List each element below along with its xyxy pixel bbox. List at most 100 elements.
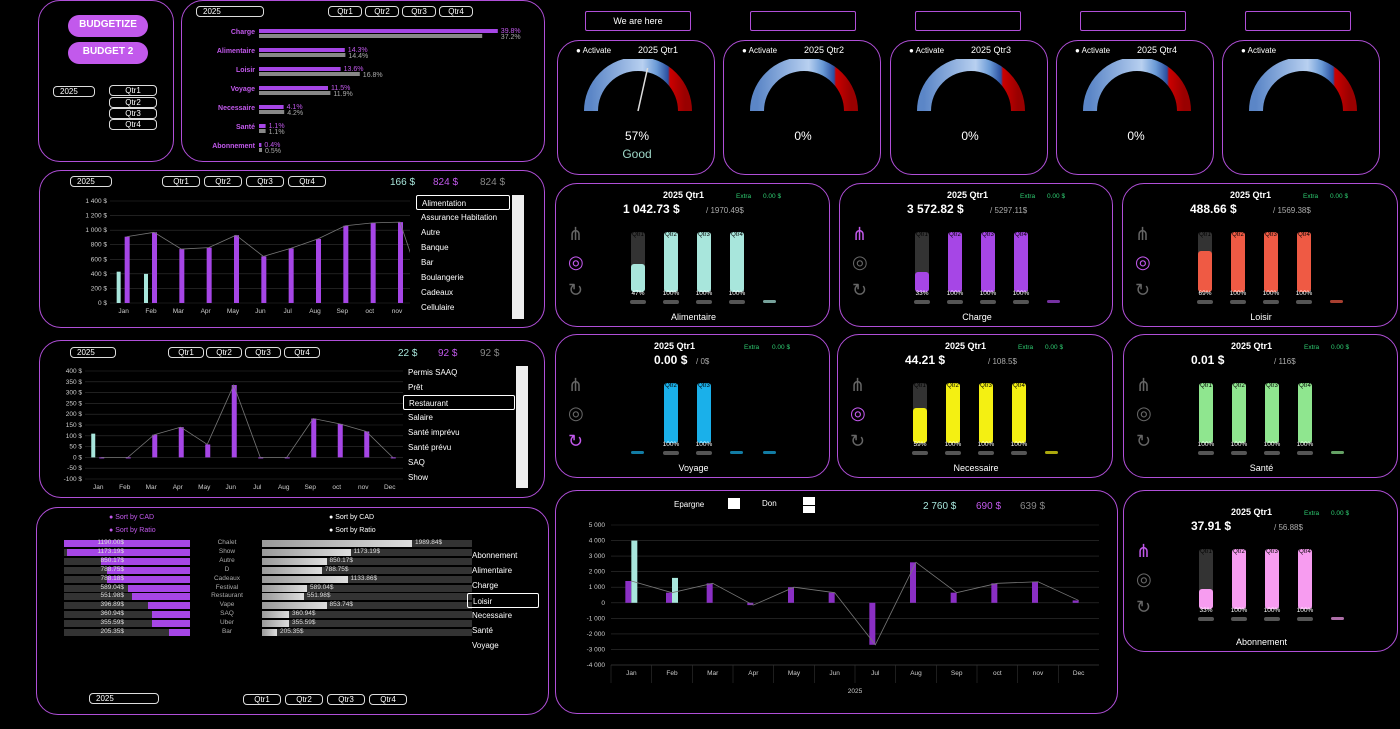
category-list[interactable]: Alimentation Assurance Habitation Autre Ban… bbox=[416, 195, 510, 315]
list-item[interactable]: Banque bbox=[421, 243, 449, 252]
hierarchy-icon[interactable]: ⋔ bbox=[850, 375, 866, 395]
qtr3-slicer[interactable]: Qtr3 bbox=[109, 108, 157, 119]
list-item[interactable]: Santé prévu bbox=[408, 443, 452, 452]
qtr2-slicer[interactable]: Qtr2 bbox=[109, 97, 157, 108]
qtr2-slicer[interactable]: Qtr2 bbox=[285, 694, 323, 705]
budgetize-button[interactable]: BUDGETIZE bbox=[68, 15, 148, 37]
qtr2-slicer[interactable]: Qtr2 bbox=[365, 6, 399, 17]
cycle-icon[interactable]: ◎ bbox=[1135, 252, 1151, 272]
tube-base bbox=[980, 300, 996, 304]
list-item[interactable]: Permis SAAQ bbox=[408, 368, 458, 377]
cycle-icon[interactable]: ◎ bbox=[1136, 569, 1152, 589]
category-list-2[interactable]: Permis SAAQ Prêt Restaurant Salaire Santé im… bbox=[403, 365, 515, 485]
list-item[interactable]: Prêt bbox=[408, 383, 423, 392]
year-slicer[interactable]: 2025 bbox=[53, 86, 95, 97]
list-item[interactable]: Salaire bbox=[408, 413, 433, 422]
cycle-icon[interactable]: ◎ bbox=[850, 403, 866, 423]
tube-fill bbox=[913, 407, 927, 443]
list-item[interactable]: Boulangerie bbox=[421, 273, 464, 282]
year-slicer[interactable]: 2025 bbox=[89, 693, 159, 704]
refresh-icon[interactable]: ↻ bbox=[852, 280, 868, 300]
hbar-category-label: Voyage bbox=[231, 86, 255, 93]
list-item[interactable]: SAQ bbox=[408, 458, 425, 467]
hbar-bar-b bbox=[259, 129, 266, 133]
list-item[interactable]: Santé imprévu bbox=[408, 428, 460, 437]
cycle-icon[interactable]: ◎ bbox=[852, 252, 868, 272]
list-item[interactable]: Loisir bbox=[467, 593, 539, 608]
sort-by-cad-option[interactable]: ● Sort by CAD bbox=[109, 514, 155, 521]
list-item[interactable]: Voyage bbox=[472, 641, 499, 650]
qtr4-slicer[interactable]: Qtr4 bbox=[369, 694, 407, 705]
qtr1-slicer[interactable]: Qtr1 bbox=[168, 347, 204, 358]
hbar-label-b: 11.9% bbox=[333, 91, 352, 98]
qtr4-slicer[interactable]: Qtr4 bbox=[109, 119, 157, 130]
don-checkbox[interactable] bbox=[803, 497, 815, 505]
x-tick-label: Mar bbox=[173, 308, 185, 315]
cycle-icon[interactable]: ◎ bbox=[568, 252, 584, 272]
list-item[interactable]: Alimentaire bbox=[472, 566, 513, 575]
list-item[interactable]: Show bbox=[408, 473, 429, 482]
left-value: 396.89$ bbox=[100, 601, 125, 609]
qtr3-slicer[interactable]: Qtr3 bbox=[246, 176, 284, 187]
list-item[interactable]: Bar bbox=[421, 258, 434, 267]
hierarchy-icon[interactable]: ⋔ bbox=[1136, 541, 1152, 561]
qtr1-slicer[interactable]: Qtr1 bbox=[162, 176, 200, 187]
qtr3-slicer[interactable]: Qtr3 bbox=[245, 347, 281, 358]
bar-budget bbox=[231, 385, 237, 458]
refresh-icon[interactable]: ↻ bbox=[568, 280, 584, 300]
qtr2-slicer[interactable]: Qtr2 bbox=[204, 176, 242, 187]
year-slicer[interactable]: 2025 bbox=[70, 176, 112, 187]
right-bar bbox=[262, 548, 351, 556]
activate-toggle[interactable]: ● Activate bbox=[909, 46, 945, 55]
list-item[interactable]: Cellulaire bbox=[421, 303, 455, 312]
year-slicer[interactable]: 2025 bbox=[70, 347, 116, 358]
list-item[interactable]: Restaurant bbox=[403, 395, 515, 410]
activate-toggle[interactable]: ● Activate bbox=[742, 46, 778, 55]
category-filter-list[interactable]: Abonnement Alimentaire Charge Loisir Necessa… bbox=[467, 548, 539, 653]
activate-toggle[interactable]: ● Activate bbox=[576, 46, 612, 55]
refresh-icon[interactable]: ↻ bbox=[1135, 280, 1151, 300]
hierarchy-icon[interactable]: ⋔ bbox=[568, 224, 584, 244]
list-item[interactable]: Santé bbox=[472, 626, 493, 635]
qtr1-slicer[interactable]: Qtr1 bbox=[328, 6, 362, 17]
hierarchy-icon[interactable]: ⋔ bbox=[1136, 375, 1152, 395]
budget-amount: / 1569.38$ bbox=[1273, 206, 1311, 215]
qtr2-slicer[interactable]: Qtr2 bbox=[206, 347, 242, 358]
qtr3-slicer[interactable]: Qtr3 bbox=[402, 6, 436, 17]
qtr4-slicer[interactable]: Qtr4 bbox=[288, 176, 326, 187]
refresh-icon[interactable]: ↻ bbox=[1136, 597, 1152, 617]
sort-by-cad-option-2[interactable]: ● Sort by CAD bbox=[329, 514, 375, 521]
cycle-icon[interactable]: ◎ bbox=[1136, 403, 1152, 423]
hierarchy-icon[interactable]: ⋔ bbox=[568, 375, 584, 395]
list-scrollbar[interactable] bbox=[512, 195, 524, 319]
hierarchy-icon[interactable]: ⋔ bbox=[1135, 224, 1151, 244]
qtr3-slicer[interactable]: Qtr3 bbox=[327, 694, 365, 705]
sort-by-ratio-option[interactable]: ● Sort by Ratio bbox=[109, 527, 156, 534]
list-item[interactable]: Alimentation bbox=[416, 195, 510, 210]
epargne-checkbox[interactable] bbox=[728, 498, 740, 509]
qtr4-slicer[interactable]: Qtr4 bbox=[439, 6, 473, 17]
y-tick-label: 3 000 bbox=[589, 553, 606, 560]
sort-by-ratio-option-2[interactable]: ● Sort by Ratio bbox=[329, 527, 376, 534]
year-slicer[interactable]: 2025 bbox=[196, 6, 264, 17]
hierarchy-icon[interactable]: ⋔ bbox=[852, 224, 868, 244]
refresh-icon[interactable]: ↻ bbox=[1136, 431, 1152, 451]
refresh-icon[interactable]: ↻ bbox=[568, 431, 584, 451]
activate-toggle[interactable]: ● Activate bbox=[1075, 46, 1111, 55]
cycle-icon[interactable]: ◎ bbox=[568, 403, 584, 423]
qtr1-slicer[interactable]: Qtr1 bbox=[109, 85, 157, 96]
qtr4-slicer[interactable]: Qtr4 bbox=[284, 347, 320, 358]
list-item[interactable]: Assurance Habitation bbox=[421, 213, 498, 222]
budget2-button[interactable]: BUDGET 2 bbox=[68, 42, 148, 64]
list-scrollbar-2[interactable] bbox=[516, 366, 528, 488]
refresh-icon[interactable]: ↻ bbox=[850, 431, 866, 451]
list-item[interactable]: Charge bbox=[472, 581, 499, 590]
list-item[interactable]: Abonnement bbox=[472, 551, 518, 560]
don-checkbox-2[interactable] bbox=[803, 506, 815, 513]
list-item[interactable]: Cadeaux bbox=[421, 288, 454, 297]
qtr1-slicer[interactable]: Qtr1 bbox=[243, 694, 281, 705]
activate-toggle[interactable]: ● Activate bbox=[1241, 46, 1277, 55]
budget-amount: / 116$ bbox=[1274, 357, 1296, 366]
list-item[interactable]: Autre bbox=[421, 228, 441, 237]
list-item[interactable]: Necessaire bbox=[472, 611, 513, 620]
